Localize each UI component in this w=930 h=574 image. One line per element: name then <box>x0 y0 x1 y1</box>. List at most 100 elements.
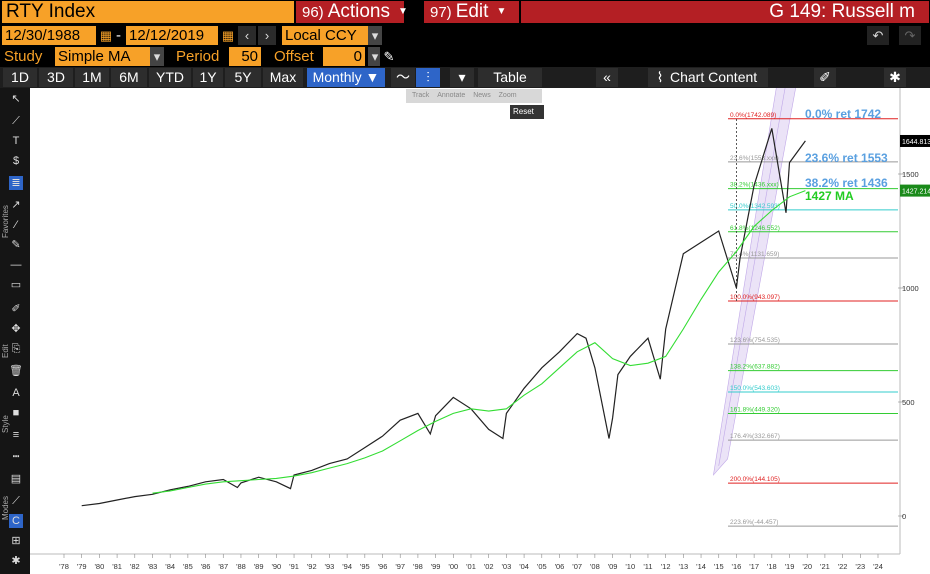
next-arrow-icon[interactable]: › <box>258 26 276 45</box>
annotation-label: 0.0% ret 1742 <box>805 107 881 121</box>
start-date-field[interactable]: 12/30/1988 <box>2 26 96 45</box>
x-tick-label: '02 <box>484 562 494 571</box>
chart-type-dropdown-icon[interactable]: ▾ <box>450 68 474 87</box>
range-6m-button[interactable]: 6M <box>111 68 147 87</box>
y-tick-label: 0 <box>902 512 906 521</box>
draw-mode-icon[interactable]: ⟋ <box>12 495 20 507</box>
series-line <box>81 128 806 507</box>
fibonacci-tool-icon[interactable]: ≣ <box>9 176 23 190</box>
trash-icon[interactable]: 🗑 <box>9 365 23 377</box>
text-tool-icon[interactable]: T <box>12 135 20 147</box>
horizontal-line-icon[interactable]: — <box>10 259 22 271</box>
range-1d-button[interactable]: 1D <box>3 68 37 87</box>
x-tick-label: '12 <box>661 562 671 571</box>
period-field[interactable]: 50 <box>229 47 261 66</box>
study-select[interactable]: Simple MA <box>55 47 150 66</box>
range-1y-button[interactable]: 1Y <box>193 68 223 87</box>
edit-chart-icon[interactable]: ✐ <box>814 68 836 87</box>
pencil-icon[interactable]: ✎ <box>380 47 398 66</box>
line-width-icon[interactable]: ≡ <box>12 429 20 441</box>
ticker-field[interactable]: RTY Index <box>2 1 294 23</box>
line-style-icon[interactable]: ┅ <box>12 451 20 463</box>
range-3d-button[interactable]: 3D <box>39 68 73 87</box>
range-max-button[interactable]: Max <box>263 68 303 87</box>
chart-toolbar: 1D 3D 1M 6M YTD 1Y 5Y Max Monthly ▼ 〜 ⫶ … <box>0 67 930 88</box>
series-line <box>152 190 806 494</box>
price-label: 1644.813 <box>902 139 930 146</box>
dropdown-icon[interactable]: ▾ <box>368 47 382 66</box>
x-tick-label: '81 <box>112 562 122 571</box>
graph-title: G 149: Russell m <box>521 1 929 23</box>
x-tick-label: '91 <box>289 562 299 571</box>
cursor-icon[interactable]: ↖ <box>11 93 21 105</box>
range-5y-button[interactable]: 5Y <box>225 68 261 87</box>
actions-menu[interactable]: 96) Actions ▼ <box>296 1 408 23</box>
fib-label: 161.8%(449.320) <box>730 407 780 414</box>
range-ytd-button[interactable]: YTD <box>149 68 191 87</box>
x-tick-label: '14 <box>696 562 706 571</box>
fill-color-icon[interactable]: ■ <box>12 407 20 419</box>
opacity-icon[interactable]: ▤ <box>10 473 22 485</box>
fib-label: 123.6%(754.535) <box>730 337 780 344</box>
text-style-icon[interactable]: A <box>12 387 20 399</box>
calendar-icon[interactable]: ▦ <box>97 26 115 45</box>
modes-label: Modes <box>1 495 10 520</box>
copy-icon[interactable]: ⎘ <box>11 343 21 355</box>
y-tick-label: 1500 <box>902 170 919 179</box>
tool-popup: Track Annotate News Zoom <box>406 89 542 103</box>
fib-label: 223.6%(-44.457) <box>730 519 778 526</box>
annotate-option[interactable]: Annotate <box>437 92 466 99</box>
fib-label: 150.0%(543.603) <box>730 385 780 392</box>
dropdown-icon[interactable]: ▾ <box>368 26 382 45</box>
x-tick-label: '23 <box>855 562 865 571</box>
magnet-icon[interactable]: C <box>9 514 23 528</box>
edit-menu[interactable]: 97) Edit ▼ <box>424 1 519 23</box>
dropdown-icon[interactable]: ▾ <box>150 47 164 66</box>
zoom-option[interactable]: Zoom <box>498 92 517 99</box>
x-tick-label: '05 <box>537 562 547 571</box>
fib-label: 76.4%(1131.659) <box>730 251 779 258</box>
pencil-icon[interactable]: ✐ <box>11 303 21 315</box>
end-date-field[interactable]: 12/12/2019 <box>126 26 218 45</box>
range-1m-button[interactable]: 1M <box>75 68 109 87</box>
dollar-tool-icon[interactable]: $ <box>12 155 20 167</box>
frequency-select[interactable]: Monthly ▼ <box>307 68 385 87</box>
track-option[interactable]: Track <box>412 92 430 99</box>
gear-icon[interactable]: ✱ <box>11 555 21 567</box>
reset-button[interactable]: Reset <box>510 105 544 119</box>
x-tick-label: '96 <box>378 562 388 571</box>
redo-icon[interactable]: ↷ <box>899 26 921 45</box>
x-tick-label: '22 <box>838 562 848 571</box>
arrow-tool-icon[interactable]: ↗ <box>11 199 21 211</box>
annotation-label: 1427 MA <box>805 189 854 203</box>
settings-gear-icon[interactable]: ✱ <box>884 68 906 87</box>
move-icon[interactable]: ✥ <box>11 323 21 335</box>
x-tick-label: '16 <box>732 562 742 571</box>
x-tick-label: '80 <box>95 562 105 571</box>
currency-select[interactable]: Local CCY <box>282 26 368 45</box>
undo-icon[interactable]: ↶ <box>867 26 889 45</box>
fib-label: 61.8%(1246.552) <box>730 225 780 232</box>
price-chart[interactable]: 0.0%(1742.089)23.6%(1553.xxx)38.2%(1436.… <box>30 88 930 574</box>
table-button[interactable]: Table <box>478 68 542 87</box>
brush-tool-icon[interactable]: ⁄ <box>15 219 17 231</box>
news-option[interactable]: News <box>473 92 491 99</box>
favorites-label: Favorites <box>1 205 10 238</box>
collapse-icon[interactable]: « <box>596 68 618 87</box>
fib-label: 0.0%(1742.089) <box>730 112 776 119</box>
link-icon[interactable]: ⊞ <box>11 535 21 547</box>
drawing-sidebar: ↖ ⟋ T $ ≣ ↗ ⁄ ✎ — ▭ ✐ ✥ ⎘ 🗑 A ■ ≡ ┅ ▤ ⟋ … <box>0 88 30 574</box>
calendar-icon[interactable]: ▦ <box>219 26 237 45</box>
pen-tool-icon[interactable]: ✎ <box>11 239 21 251</box>
line-chart-icon[interactable]: 〜 <box>391 68 415 87</box>
caret-down-icon: ▼ <box>496 6 507 17</box>
chart-content-button[interactable]: Chart Content <box>668 68 768 87</box>
offset-field[interactable]: 0 <box>323 47 365 66</box>
line-tool-icon[interactable]: ⟋ <box>12 115 20 127</box>
bar-chart-icon[interactable]: ⫶ <box>416 68 440 87</box>
x-tick-label: '99 <box>431 562 441 571</box>
ruler-icon[interactable]: ▭ <box>10 279 22 291</box>
prev-arrow-icon[interactable]: ‹ <box>238 26 256 45</box>
fib-label: 138.2%(637.882) <box>730 364 780 371</box>
chart-area[interactable]: 0.0%(1742.089) 23.6%(1553.xxx) 38.2%(1436.… <box>30 88 930 574</box>
